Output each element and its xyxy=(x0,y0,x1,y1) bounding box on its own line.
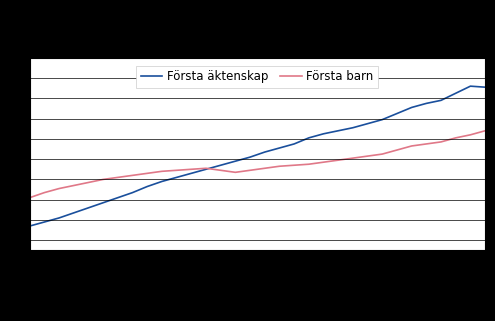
Första barn xyxy=(482,129,488,133)
Första äktenskap xyxy=(130,191,136,195)
Första äktenskap xyxy=(467,84,473,88)
Första barn xyxy=(423,142,429,146)
Första äktenskap xyxy=(453,91,459,95)
Första barn xyxy=(247,169,253,172)
Första äktenskap xyxy=(159,179,165,183)
Första barn xyxy=(130,173,136,177)
Första barn xyxy=(409,144,415,148)
Line: Första barn: Första barn xyxy=(30,131,485,198)
Första barn xyxy=(262,166,268,170)
Första barn xyxy=(277,164,283,168)
Första barn xyxy=(232,170,238,174)
Första äktenskap xyxy=(321,132,327,136)
Första äktenskap xyxy=(438,99,444,102)
Första äktenskap xyxy=(188,171,194,175)
Första barn xyxy=(218,169,224,172)
Första barn xyxy=(453,136,459,140)
Första äktenskap xyxy=(42,220,48,224)
Första barn xyxy=(42,191,48,195)
Första äktenskap xyxy=(291,142,297,146)
Första äktenskap xyxy=(423,101,429,105)
Legend: Första äktenskap, Första barn: Första äktenskap, Första barn xyxy=(137,65,378,88)
Första barn xyxy=(188,167,194,171)
Första äktenskap xyxy=(56,216,62,220)
Första barn xyxy=(144,171,150,175)
Första äktenskap xyxy=(203,167,209,171)
Första barn xyxy=(335,158,341,162)
Första barn xyxy=(115,176,121,179)
Första äktenskap xyxy=(365,122,371,126)
Första äktenskap xyxy=(144,185,150,188)
Första barn xyxy=(174,169,180,172)
Första äktenskap xyxy=(247,155,253,159)
Första äktenskap xyxy=(71,211,77,215)
Första äktenskap xyxy=(174,176,180,179)
Första barn xyxy=(71,184,77,187)
Första äktenskap xyxy=(306,136,312,140)
Första barn xyxy=(27,196,33,200)
Första äktenskap xyxy=(335,129,341,133)
Första barn xyxy=(350,156,356,160)
Första barn xyxy=(100,178,106,181)
Första barn xyxy=(86,180,92,184)
Första äktenskap xyxy=(482,85,488,89)
Första barn xyxy=(203,166,209,170)
Första äktenskap xyxy=(277,146,283,150)
Första äktenskap xyxy=(218,163,224,167)
Första barn xyxy=(291,163,297,167)
Första äktenskap xyxy=(232,159,238,163)
Första barn xyxy=(321,160,327,164)
Första äktenskap xyxy=(379,118,385,122)
Första barn xyxy=(438,140,444,144)
Första äktenskap xyxy=(27,224,33,228)
Första barn xyxy=(56,187,62,190)
Första barn xyxy=(159,169,165,173)
Första barn xyxy=(394,148,400,152)
Första barn xyxy=(306,162,312,166)
Första äktenskap xyxy=(86,206,92,210)
Första äktenskap xyxy=(115,196,121,200)
Line: Första äktenskap: Första äktenskap xyxy=(30,86,485,226)
Första barn xyxy=(365,154,371,158)
Första äktenskap xyxy=(350,126,356,130)
Första barn xyxy=(467,133,473,137)
Första barn xyxy=(379,152,385,156)
Första äktenskap xyxy=(262,150,268,154)
Första äktenskap xyxy=(100,201,106,205)
Första äktenskap xyxy=(409,106,415,109)
Första äktenskap xyxy=(394,112,400,116)
